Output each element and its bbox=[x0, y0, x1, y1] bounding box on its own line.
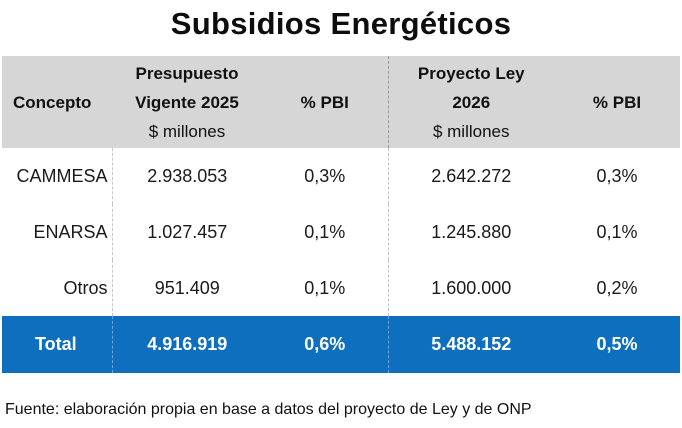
header-budget-line2: Vigente 2025 bbox=[135, 92, 239, 112]
row-pbi-2026: 0,2% bbox=[596, 277, 638, 298]
header-budget-unit: $ millones bbox=[148, 121, 226, 141]
total-concept: Total bbox=[2, 316, 113, 373]
header-budget-line1: Presupuesto bbox=[135, 63, 239, 83]
table-row: ENARSA 1.027.457 0,1% 1.245.880 0,1% bbox=[2, 204, 680, 260]
header-project-line1: Proyecto Ley bbox=[417, 63, 525, 83]
total-pbi-2026: 0,5% bbox=[596, 334, 638, 354]
row-pbi-2026: 0,3% bbox=[596, 165, 638, 186]
header-concept: Concepto bbox=[13, 92, 92, 112]
row-project: 1.600.000 bbox=[431, 277, 512, 298]
row-concept: ENARSA bbox=[2, 204, 113, 260]
header-row: Concepto Presupuesto Vigente 2025 $ mill… bbox=[2, 56, 680, 148]
row-pbi-2026: 0,1% bbox=[596, 221, 638, 242]
subsidies-table: Concepto Presupuesto Vigente 2025 $ mill… bbox=[2, 56, 681, 373]
header-project: Proyecto Ley 2026 $ millones bbox=[388, 56, 554, 148]
row-budget: 1.027.457 bbox=[147, 221, 228, 242]
table-row: Otros 951.409 0,1% 1.600.000 0,2% bbox=[2, 260, 680, 316]
row-budget: 2.938.053 bbox=[147, 165, 228, 186]
row-concept: Otros bbox=[2, 260, 113, 316]
total-budget: 4.916.919 bbox=[147, 334, 228, 354]
table-row: CAMMESA 2.938.053 0,3% 2.642.272 0,3% bbox=[2, 148, 680, 204]
header-pbi-2026: % PBI bbox=[592, 92, 642, 112]
header-pbi-2025: % PBI bbox=[262, 56, 389, 148]
source-note: Fuente: elaboración propia en base a dat… bbox=[5, 401, 532, 418]
header-budget: Presupuesto Vigente 2025 $ millones bbox=[112, 56, 262, 148]
total-row: Total 4.916.919 0,6% 5.488.152 0,5% bbox=[2, 316, 680, 373]
row-pbi-2025: 0,1% bbox=[262, 204, 389, 260]
row-pbi-2025: 0,3% bbox=[262, 148, 389, 204]
row-project: 2.642.272 bbox=[431, 165, 512, 186]
header-project-unit: $ millones bbox=[432, 121, 510, 141]
row-budget: 951.409 bbox=[154, 277, 220, 298]
total-project: 5.488.152 bbox=[431, 334, 512, 354]
table-title: Subsidios Energéticos bbox=[170, 6, 512, 41]
row-pbi-2025: 0,1% bbox=[262, 260, 389, 316]
total-pbi-2025: 0,6% bbox=[262, 316, 389, 373]
header-project-line2: 2026 bbox=[452, 92, 491, 112]
row-project: 1.245.880 bbox=[431, 221, 512, 242]
row-concept: CAMMESA bbox=[2, 148, 113, 204]
